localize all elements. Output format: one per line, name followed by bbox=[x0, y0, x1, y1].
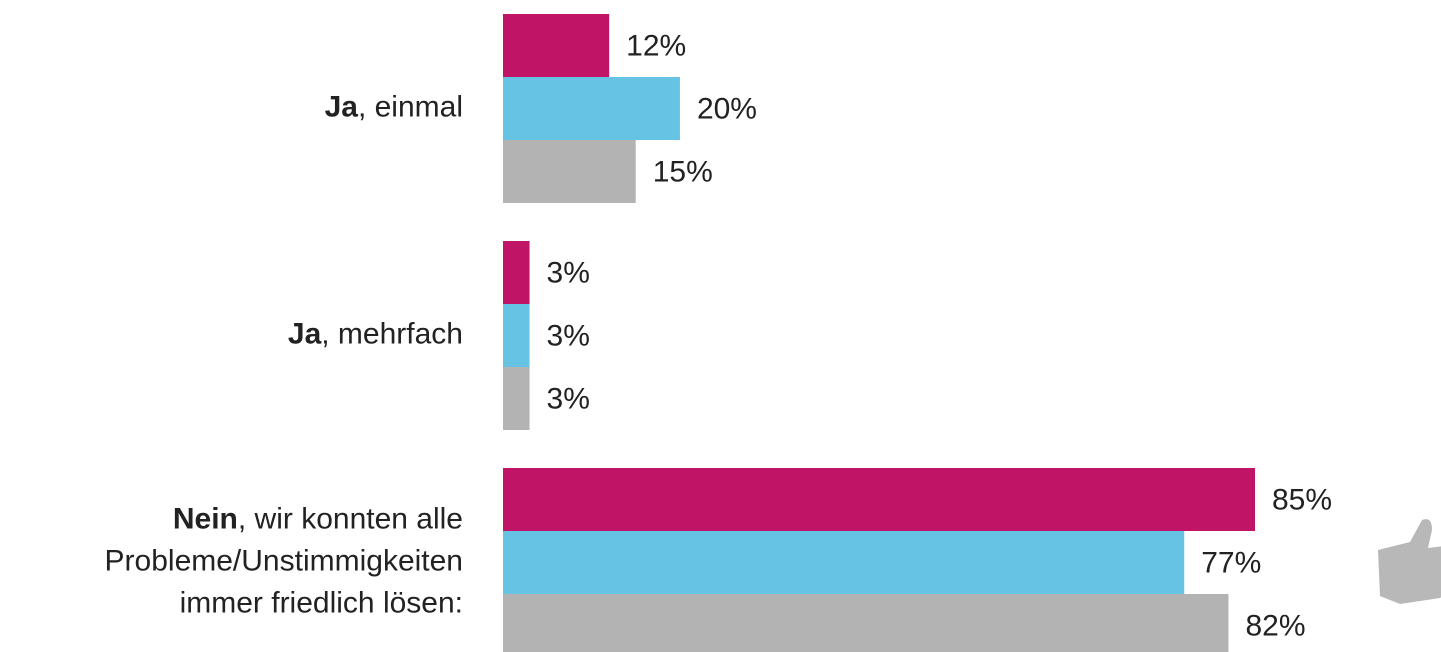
category-label: Ja, mehrfach bbox=[288, 317, 463, 350]
value-label: 20% bbox=[697, 92, 757, 125]
category-label-text: , wir konnten alle bbox=[238, 502, 463, 535]
category-label-bold: Nein bbox=[173, 502, 238, 535]
category-label-text: immer friedlich lösen: bbox=[180, 586, 463, 619]
category-label: Ja, einmal bbox=[325, 90, 463, 123]
value-label: 15% bbox=[653, 155, 713, 188]
bar bbox=[503, 468, 1255, 531]
category-label: Probleme/Unstimmigkeiten bbox=[105, 544, 463, 577]
value-label: 12% bbox=[626, 29, 686, 62]
bar bbox=[503, 594, 1229, 652]
category-label: Nein, wir konnten alle bbox=[173, 502, 463, 535]
category-label-bold: Ja bbox=[325, 90, 359, 123]
thumbs-up-icon bbox=[1378, 519, 1441, 604]
bar bbox=[503, 304, 530, 367]
category-label-text: , mehrfach bbox=[321, 317, 463, 350]
bar bbox=[503, 531, 1185, 594]
value-label: 3% bbox=[547, 382, 590, 415]
bar bbox=[503, 140, 636, 203]
category-label: immer friedlich lösen: bbox=[180, 586, 463, 619]
category-label-text: Probleme/Unstimmigkeiten bbox=[105, 544, 463, 577]
value-label: 85% bbox=[1272, 483, 1332, 516]
bar bbox=[503, 367, 530, 430]
bar bbox=[503, 77, 680, 140]
category-label-bold: Ja bbox=[288, 317, 322, 350]
bar bbox=[503, 241, 530, 304]
value-label: 82% bbox=[1245, 609, 1305, 642]
value-label: 77% bbox=[1201, 546, 1261, 579]
value-label: 3% bbox=[547, 256, 590, 289]
bar bbox=[503, 14, 610, 77]
category-label-text: , einmal bbox=[358, 90, 463, 123]
value-label: 3% bbox=[547, 319, 590, 352]
